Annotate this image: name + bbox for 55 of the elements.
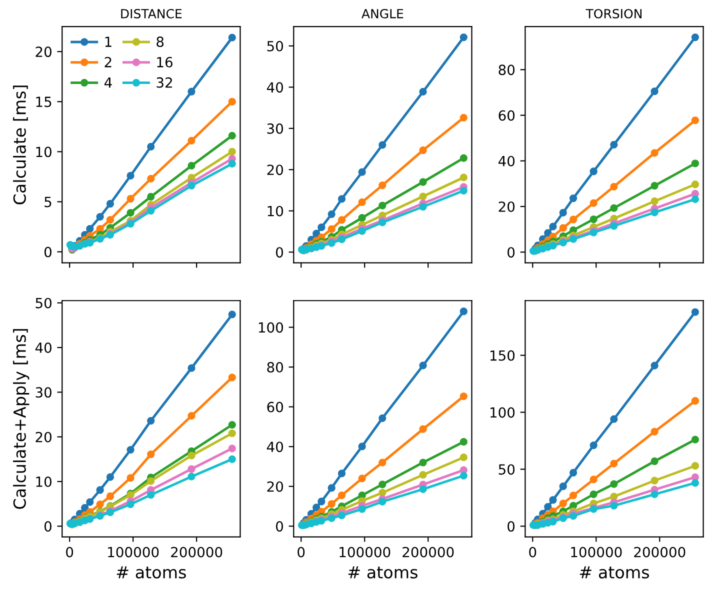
y-tick-label: 5 [44, 196, 52, 208]
y-tick-label: 0 [44, 521, 52, 532]
x-tick-label: 100000 [571, 546, 622, 558]
y-tick-label: 30 [267, 123, 284, 134]
y-tick-label: 0 [508, 247, 515, 258]
y-tick-label: 40 [35, 342, 52, 353]
y-tick-label: 80 [498, 64, 515, 76]
y-tick-label: 0 [276, 247, 284, 258]
y-tick-label: 10 [36, 146, 52, 158]
x-tick-label: 0 [529, 546, 536, 558]
legend-label: 4 [104, 77, 112, 88]
y-tick-label: 20 [267, 164, 284, 176]
y-tick-label: 40 [266, 442, 284, 452]
y-tick-label: 40 [266, 82, 284, 93]
x-tick-label: 100000 [340, 546, 390, 558]
legend-label: 16 [157, 56, 172, 68]
x-axis-title: # atoms [348, 566, 418, 579]
y-tick-label: 40 [498, 156, 515, 166]
x-axis-title: # atoms [116, 566, 186, 579]
x-tick-label: 0 [66, 546, 74, 558]
x-tick-label: 100000 [108, 546, 159, 558]
y-tick-label: 100 [258, 322, 284, 333]
y-tick-label: 15 [36, 96, 52, 108]
x-tick-label: 200000 [171, 546, 222, 558]
y-tick-label: 80 [267, 362, 284, 373]
y-tick-label: 50 [36, 298, 52, 308]
legend-label: 32 [156, 77, 172, 88]
y-axis-title: Calculate+Apply [ms] [13, 329, 30, 509]
y-tick-label: 100 [490, 407, 515, 418]
y-axis-title: Calculate [ms] [13, 86, 28, 204]
y-tick-label: 60 [498, 110, 515, 121]
y-tick-label: 20 [36, 46, 52, 58]
x-tick-label: 0 [298, 546, 305, 558]
chart-title: ANGLE [362, 8, 404, 18]
y-tick-label: 10 [36, 476, 52, 487]
legend-label: 1 [105, 36, 112, 47]
x-tick-label: 200000 [634, 546, 686, 558]
y-tick-label: 50 [498, 464, 515, 475]
y-tick-label: 30 [36, 387, 52, 398]
y-tick-label: 0 [44, 246, 52, 258]
x-axis-title: # atoms [580, 566, 649, 579]
y-tick-label: 50 [267, 40, 284, 52]
y-tick-label: 0 [276, 521, 284, 532]
y-tick-label: 20 [498, 201, 515, 212]
y-tick-label: 60 [267, 402, 284, 412]
chart-title: DISTANCE [121, 8, 182, 18]
y-tick-label: 10 [268, 206, 284, 216]
y-tick-label: 20 [267, 481, 284, 492]
x-tick-label: 200000 [402, 546, 454, 558]
y-tick-label: 20 [36, 432, 52, 442]
y-tick-label: 150 [490, 350, 515, 361]
legend-label: 2 [104, 56, 112, 68]
y-tick-label: 0 [508, 521, 515, 532]
legend-label: 8 [156, 36, 164, 48]
chart-title: TORSION [586, 8, 642, 18]
